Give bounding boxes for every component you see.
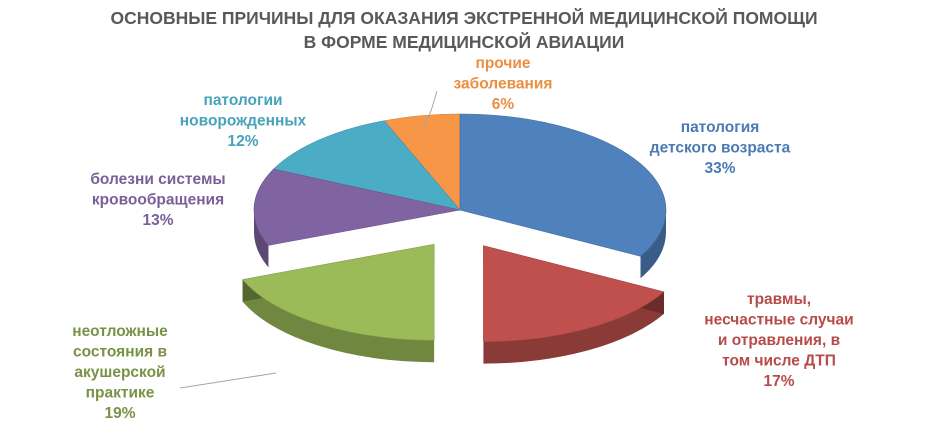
data-label-line-2-2: акушерской: [74, 364, 165, 381]
data-label-5: прочие заболевания 6%: [454, 55, 553, 113]
slice-top-4: [273, 120, 461, 211]
leader-line-5: [423, 90, 438, 128]
slice-side-0: [640, 210, 666, 279]
data-label-value-4: 12%: [227, 133, 258, 150]
data-label-value-1: 17%: [763, 373, 794, 390]
data-label-line-1-2: и отравления, в: [718, 332, 840, 349]
data-label-line-0-0: патология: [681, 119, 760, 136]
data-label-value-5: 6%: [492, 96, 515, 113]
leader-lines: [179, 90, 438, 389]
slice-top-1: [483, 245, 665, 342]
slice-side-1: [483, 291, 664, 364]
data-label-0: патология детского возраста 33%: [650, 119, 791, 177]
data-label-line-5-0: прочие: [475, 55, 530, 72]
data-label-value-3: 13%: [142, 212, 173, 229]
data-labels: патология детского возраста 33% травмы, несч…: [72, 55, 853, 422]
chart-title-line-2: В ФОРМЕ МЕДИЦИНСКОЙ АВИАЦИИ: [304, 31, 625, 52]
slice-side-3: [254, 210, 269, 268]
data-label-line-3-1: кровообращения: [92, 192, 224, 209]
data-label-line-1-3: том числе ДТП: [722, 353, 836, 370]
slice-3: [253, 168, 461, 268]
data-label-line-4-0: патологии: [203, 92, 282, 109]
slice-top-0: [459, 113, 667, 257]
data-label-value-2: 19%: [104, 405, 135, 422]
slice-0: [459, 113, 667, 279]
data-label-line-1-0: травмы,: [747, 291, 811, 308]
slice-side-2: [242, 279, 435, 363]
data-label-1: травмы, несчастные случаи и отравления, в т…: [704, 291, 853, 390]
slice-1: [483, 245, 665, 364]
data-label-value-0: 33%: [704, 160, 735, 177]
data-label-3: болезни системы кровообращения 13%: [90, 171, 225, 229]
slice-2: [242, 243, 435, 363]
slice-4: [273, 120, 461, 211]
data-label-line-3-0: болезни системы: [90, 171, 225, 188]
data-label-line-5-1: заболевания: [454, 76, 553, 93]
data-label-2: неотложные состояния в акушерской практике 1…: [72, 323, 168, 422]
slice-top-3: [253, 168, 461, 246]
data-label-line-0-1: детского возраста: [650, 140, 791, 157]
data-label-4: патологии новорожденных 12%: [180, 92, 307, 150]
slice-top-2: [242, 243, 435, 341]
chart-title-line-1: ОСНОВНЫЕ ПРИЧИНЫ ДЛЯ ОКАЗАНИЯ ЭКСТРЕННОЙ…: [110, 7, 817, 28]
data-label-line-2-1: состояния в: [73, 344, 167, 361]
pie-slices: [242, 113, 667, 364]
data-label-line-4-1: новорожденных: [180, 113, 307, 130]
data-label-line-1-1: несчастные случаи: [704, 312, 853, 329]
data-label-line-2-3: практике: [86, 385, 155, 402]
leader-line-2: [179, 372, 277, 389]
data-label-line-2-0: неотложные: [72, 323, 168, 340]
